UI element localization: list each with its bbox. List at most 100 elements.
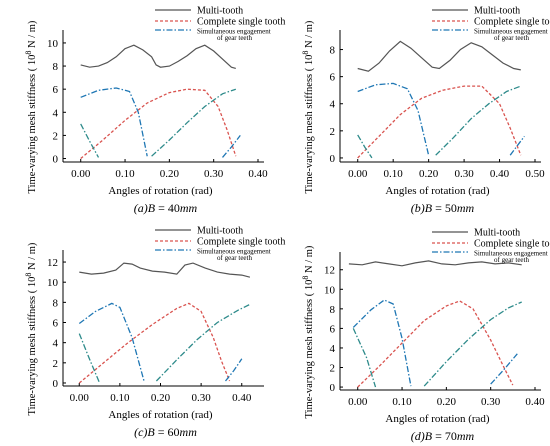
y-tick-label: 4 bbox=[330, 99, 336, 111]
y-tick-label: 2 bbox=[330, 126, 336, 138]
y-tick-label: 2 bbox=[53, 358, 59, 370]
series-line-3 bbox=[352, 299, 412, 387]
legend-label: Complete single tooth bbox=[197, 237, 285, 248]
x-axis-label: Angles of rotation (rad) bbox=[108, 185, 212, 197]
x-tick-label: 0.10 bbox=[392, 396, 412, 408]
y-tick-label: 6 bbox=[53, 318, 59, 330]
series-line-4 bbox=[151, 88, 237, 157]
y-tick-label: 8 bbox=[53, 61, 59, 73]
y-tick-label: 2 bbox=[330, 363, 336, 375]
x-tick-label: 0.50 bbox=[525, 168, 545, 180]
legend-label: Multi-tooth bbox=[197, 6, 243, 17]
y-tick-label: 12 bbox=[47, 257, 58, 269]
chart-panel-2: 0 2 4 6 8 0.00 0.10 0.20 0.30 0.40 0.50 Angles of r… bbox=[301, 6, 550, 216]
x-tick-label: 0.30 bbox=[454, 168, 474, 180]
legend-label: Simultaneous engagement bbox=[197, 28, 271, 36]
y-axis-label: Time-varying mesh stiffness ( 108 N / m) bbox=[301, 245, 315, 418]
legend-label: Complete single tooth bbox=[474, 17, 550, 28]
chart-panel-1: 0 2 4 6 8 10 0.00 0.10 0.20 0.30 0.40 Angles of rot… bbox=[24, 6, 285, 216]
x-tick-label: 0.20 bbox=[160, 168, 180, 180]
legend-label: Simultaneous engagement bbox=[474, 28, 548, 36]
series-line-1 bbox=[79, 262, 251, 278]
legend-label: Complete single tooth bbox=[197, 17, 285, 28]
series-line-5 bbox=[357, 134, 373, 159]
x-axis-label: Angles of rotation (rad) bbox=[108, 409, 212, 421]
series-line-6 bbox=[224, 358, 243, 382]
legend-label: Multi-tooth bbox=[474, 228, 520, 239]
series-line-2 bbox=[78, 302, 231, 384]
series-line-3 bbox=[78, 302, 145, 383]
x-tick-label: 0.40 bbox=[525, 396, 545, 408]
series-line-6 bbox=[509, 135, 525, 156]
x-axis-label: Angles of rotation (rad) bbox=[385, 185, 489, 197]
series-line-4 bbox=[423, 301, 522, 387]
series-line-4 bbox=[155, 303, 251, 382]
chart-panel-4: 0 2 4 6 8 10 12 0.00 0.10 0.20 0.30 0.40 Angles of r… bbox=[301, 228, 550, 444]
y-tick-label: 10 bbox=[47, 38, 59, 50]
y-tick-label: 8 bbox=[330, 304, 336, 316]
legend-label: Simultaneous engagement bbox=[197, 248, 271, 256]
series-line-1 bbox=[348, 260, 522, 267]
y-tick-label: 0 bbox=[330, 382, 336, 394]
legend-label: Multi-tooth bbox=[197, 226, 243, 237]
legend-label: of gear teeth bbox=[494, 256, 529, 264]
x-tick-label: 0.30 bbox=[204, 168, 224, 180]
y-tick-label: 8 bbox=[53, 297, 59, 309]
series-line-2 bbox=[357, 300, 514, 388]
y-tick-label: 6 bbox=[53, 84, 59, 96]
series-line-2 bbox=[80, 88, 237, 159]
y-tick-label: 2 bbox=[53, 130, 59, 142]
x-tick-label: 0.00 bbox=[348, 168, 368, 180]
x-tick-label: 0.00 bbox=[70, 392, 90, 404]
legend-label: of gear teeth bbox=[494, 34, 529, 42]
y-tick-label: 8 bbox=[330, 45, 336, 57]
x-tick-label: 0.40 bbox=[490, 168, 510, 180]
chart-panel-3: 0 2 4 6 8 10 12 0.00 0.10 0.20 0.30 0.40 Angles of r… bbox=[24, 226, 285, 440]
x-tick-label: 0.30 bbox=[192, 392, 212, 404]
y-tick-label: 12 bbox=[324, 265, 335, 277]
y-tick-label: 4 bbox=[53, 107, 59, 119]
series-line-5 bbox=[78, 333, 101, 384]
y-tick-label: 6 bbox=[330, 323, 336, 335]
x-tick-label: 0.00 bbox=[71, 168, 91, 180]
x-tick-label: 0.40 bbox=[248, 168, 268, 180]
y-axis-label: Time-varying mesh stiffness ( 108 N / m) bbox=[301, 20, 315, 193]
series-line-3 bbox=[80, 87, 148, 157]
x-tick-label: 0.20 bbox=[151, 392, 171, 404]
x-tick-label: 0.10 bbox=[384, 168, 404, 180]
panel-caption: (d)B = 70mm bbox=[411, 429, 475, 443]
x-tick-label: 0.20 bbox=[437, 396, 457, 408]
x-tick-label: 0.40 bbox=[232, 392, 252, 404]
y-tick-label: 0 bbox=[53, 378, 59, 390]
legend-label: Multi-tooth bbox=[474, 6, 520, 17]
series-line-1 bbox=[80, 44, 236, 69]
y-axis-label: Time-varying mesh stiffness ( 108 N / m) bbox=[24, 242, 38, 415]
y-tick-label: 0 bbox=[330, 153, 336, 165]
x-axis-label: Angles of rotation (rad) bbox=[385, 413, 489, 425]
series-line-5 bbox=[80, 123, 100, 158]
y-tick-label: 10 bbox=[47, 277, 59, 289]
x-tick-label: 0.10 bbox=[110, 392, 130, 404]
panel-caption: (c)B = 60mm bbox=[134, 425, 197, 439]
series-line-2 bbox=[357, 85, 522, 159]
y-tick-label: 4 bbox=[53, 338, 59, 350]
y-tick-label: 6 bbox=[330, 72, 336, 84]
panel-caption: (b)B = 50mm bbox=[411, 201, 475, 215]
series-line-4 bbox=[435, 85, 522, 156]
x-tick-label: 0.00 bbox=[348, 396, 368, 408]
x-tick-label: 0.30 bbox=[481, 396, 501, 408]
y-tick-label: 0 bbox=[53, 154, 59, 166]
series-line-5 bbox=[352, 328, 377, 388]
legend-label: Complete single tooth bbox=[474, 239, 550, 250]
series-line-3 bbox=[357, 82, 430, 156]
legend-label: of gear teeth bbox=[217, 34, 252, 42]
y-tick-label: 4 bbox=[330, 343, 336, 355]
y-axis-label: Time-varying mesh stiffness ( 108 N / m) bbox=[24, 20, 38, 193]
x-tick-label: 0.20 bbox=[419, 168, 439, 180]
series-line-6 bbox=[222, 135, 241, 158]
